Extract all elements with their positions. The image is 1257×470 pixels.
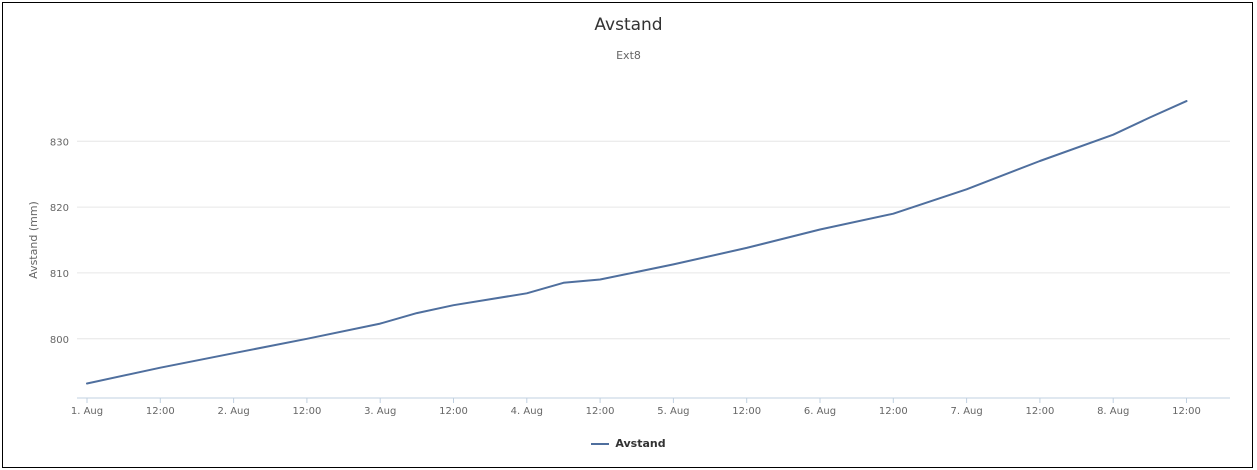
y-tick-label-800: 800 [50,335,69,346]
x-tick-label-3: 12:00 [292,406,321,417]
chart-title: Avstand [594,15,663,35]
x-tick-label-10: 6. Aug [804,406,836,417]
legend-swatch-avstand [591,442,610,445]
y-tick-label-830: 830 [50,137,69,148]
x-tick-label-1: 12:00 [146,406,175,417]
x-tick-label-11: 12:00 [879,406,908,417]
y-tick-label-820: 820 [50,203,69,214]
x-tick-label-8: 5. Aug [657,406,689,417]
legend-label-avstand[interactable]: Avstand [615,437,666,450]
series-line-0 [86,100,1188,385]
x-tick-label-14: 8. Aug [1097,406,1129,417]
x-tick-label-12: 7. Aug [950,406,982,417]
x-tick-label-9: 12:00 [732,406,761,417]
y-axis-title: Avstand (mm) [27,201,40,279]
legend[interactable]: Avstand [0,437,1257,450]
x-tick-label-13: 12:00 [1025,406,1054,417]
x-tick-label-0: 1. Aug [71,406,103,417]
y-tick-label-810: 810 [50,269,69,280]
x-tick-label-2: 2. Aug [217,406,249,417]
x-tick-label-4: 3. Aug [364,406,396,417]
x-tick-label-5: 12:00 [439,406,468,417]
x-tick-label-7: 12:00 [586,406,615,417]
x-tick-label-15: 12:00 [1172,406,1201,417]
chart-subtitle: Ext8 [616,49,641,62]
x-tick-label-6: 4. Aug [511,406,543,417]
